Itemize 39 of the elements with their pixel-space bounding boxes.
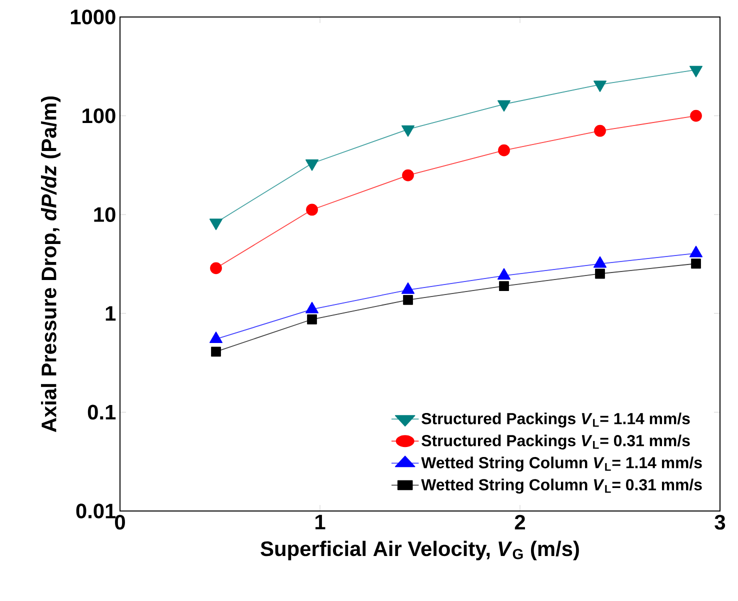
point (497, 268, 511, 280)
y-tick-label: 100 (82, 108, 116, 124)
x-axis-title: Superficial Air Velocity, V$_{G}$ (m/s) (260, 540, 579, 560)
x-tick-label: 2 (514, 514, 525, 530)
point (209, 332, 223, 344)
legend-label: Wetted String Column V$_{L}$= 0.31 mm/s (421, 478, 702, 494)
x-tick-label: 1 (315, 514, 326, 530)
y-tick-label: 10 (94, 207, 116, 222)
point (403, 294, 413, 305)
legend-label: Structured Packings V$_{L}$= 1.14 mm/s (422, 412, 690, 428)
point (305, 159, 319, 171)
point (402, 169, 414, 182)
legend-label: Wetted String Column V$_{L}$= 1.14 mm/s (421, 456, 702, 472)
point (401, 125, 415, 137)
point (690, 110, 702, 122)
point (499, 281, 509, 292)
point (307, 314, 317, 324)
legend-label: Structured Packings V$_{L}$= 0.31 mm/s (422, 434, 690, 450)
point (689, 246, 703, 258)
y-tick-label: 1000 (70, 10, 116, 24)
x-tick-label: 3 (714, 514, 726, 530)
point (211, 346, 221, 357)
point (401, 282, 415, 294)
point (593, 80, 607, 92)
y-tick-label: 0.1 (88, 404, 116, 420)
y-tick-label: 0.01 (76, 504, 116, 518)
y-axis-title: Axial Pressure Drop, dP/dz (Pa/m) (41, 96, 60, 432)
point (691, 258, 701, 269)
point (689, 66, 703, 78)
point (593, 256, 607, 268)
point (210, 262, 222, 274)
point (305, 302, 319, 314)
point (497, 100, 511, 112)
point (306, 204, 318, 216)
point (498, 144, 510, 156)
point (594, 124, 606, 137)
y-tick-label: 1 (106, 306, 116, 321)
x-tick-label: 0 (115, 514, 125, 530)
point (595, 268, 605, 279)
